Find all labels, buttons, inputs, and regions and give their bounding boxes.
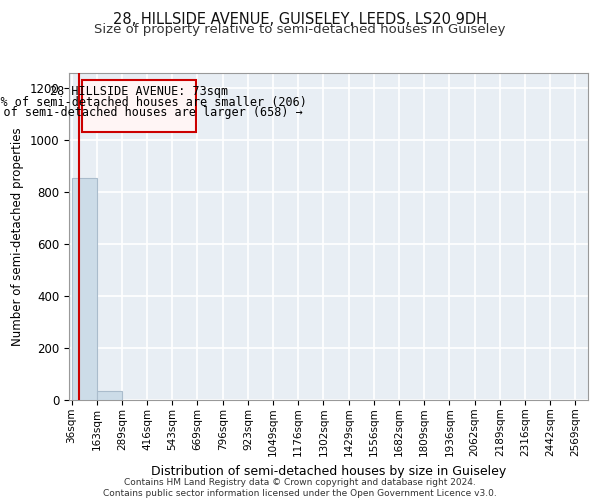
Text: 28, HILLSIDE AVENUE, GUISELEY, LEEDS, LS20 9DH: 28, HILLSIDE AVENUE, GUISELEY, LEEDS, LS… (113, 12, 487, 28)
Bar (97, 391, 122, 400)
Text: ← 23% of semi-detached houses are smaller (206): ← 23% of semi-detached houses are smalle… (0, 96, 307, 109)
Text: 75% of semi-detached houses are larger (658) →: 75% of semi-detached houses are larger (… (0, 106, 303, 120)
Bar (72, 178, 97, 400)
X-axis label: Distribution of semi-detached houses by size in Guiseley: Distribution of semi-detached houses by … (151, 464, 506, 477)
Text: Size of property relative to semi-detached houses in Guiseley: Size of property relative to semi-detach… (94, 22, 506, 36)
Y-axis label: Number of semi-detached properties: Number of semi-detached properties (11, 127, 24, 346)
Text: 28 HILLSIDE AVENUE: 73sqm: 28 HILLSIDE AVENUE: 73sqm (50, 86, 228, 98)
Text: Contains HM Land Registry data © Crown copyright and database right 2024.
Contai: Contains HM Land Registry data © Crown c… (103, 478, 497, 498)
FancyBboxPatch shape (82, 80, 196, 132)
